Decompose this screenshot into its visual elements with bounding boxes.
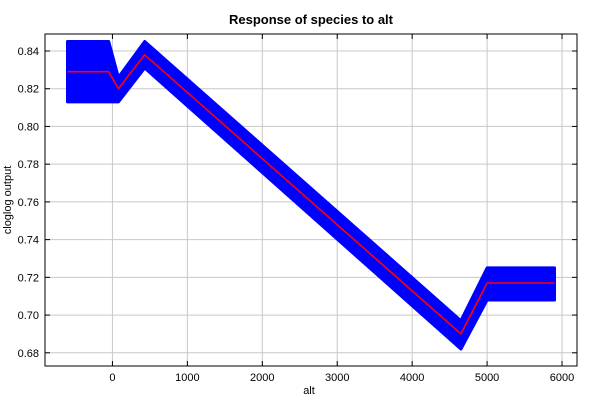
mean-response-line [67,53,555,335]
x-tick-label: 4000 [400,372,424,384]
chart-title: Response of species to alt [229,12,394,27]
x-tick-label: 0 [109,372,115,384]
y-tick-label: 0.74 [18,235,39,247]
y-tick-label: 0.76 [18,197,39,209]
plot-data [66,40,556,351]
x-tick-label: 1000 [175,372,199,384]
x-tick-label: 3000 [325,372,349,384]
plot-frame [44,33,578,367]
x-tick-label: 2000 [250,372,274,384]
x-axis-label: alt [303,385,315,397]
y-tick-label: 0.84 [18,46,39,58]
y-axis-label: cloglog output [2,166,14,235]
x-tick-label: 5000 [475,372,499,384]
y-tick-label: 0.68 [18,348,39,360]
axis-ticks: 0 1000 2000 3000 4000 5000 6000 0.68 0.70 0.72 0.7… [18,34,577,384]
confidence-band [66,40,556,351]
y-tick-label: 0.80 [18,121,39,133]
x-tick-label: 6000 [550,372,574,384]
y-tick-label: 0.78 [18,159,39,171]
y-tick-label: 0.70 [18,310,39,322]
y-tick-label: 0.72 [18,272,39,284]
y-tick-label: 0.82 [18,84,39,96]
